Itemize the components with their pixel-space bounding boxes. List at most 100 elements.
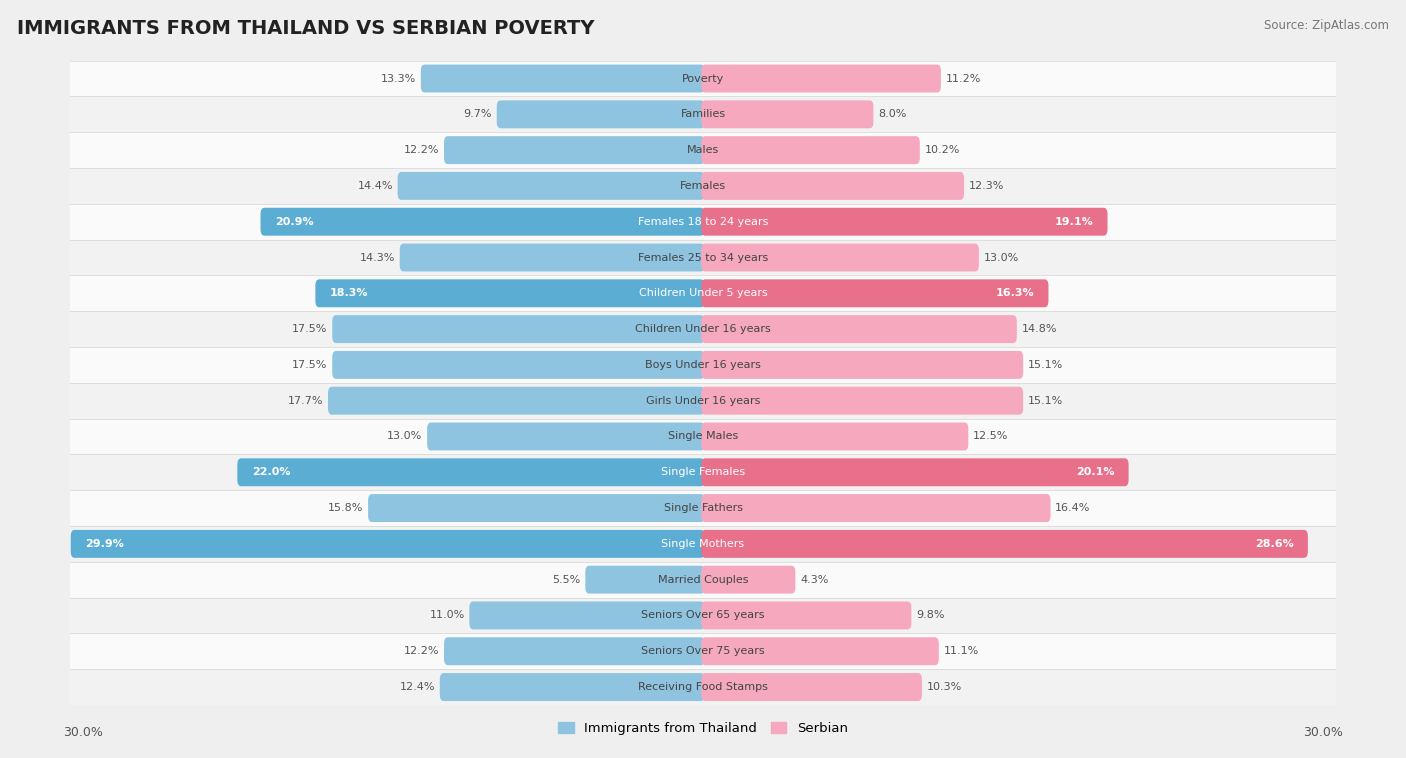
FancyBboxPatch shape bbox=[702, 459, 1129, 486]
Bar bbox=[59, 61, 1347, 96]
Text: 12.3%: 12.3% bbox=[969, 181, 1004, 191]
Bar bbox=[59, 597, 1347, 634]
Text: Single Fathers: Single Fathers bbox=[664, 503, 742, 513]
Text: 15.1%: 15.1% bbox=[1028, 360, 1063, 370]
FancyBboxPatch shape bbox=[702, 280, 1049, 307]
Text: 8.0%: 8.0% bbox=[877, 109, 907, 119]
Text: 9.8%: 9.8% bbox=[917, 610, 945, 621]
FancyBboxPatch shape bbox=[702, 315, 1017, 343]
Text: Children Under 5 years: Children Under 5 years bbox=[638, 288, 768, 299]
Text: Single Mothers: Single Mothers bbox=[661, 539, 745, 549]
Text: 17.5%: 17.5% bbox=[292, 360, 328, 370]
Bar bbox=[59, 454, 1347, 490]
Text: 12.2%: 12.2% bbox=[404, 145, 439, 155]
Bar bbox=[59, 669, 1347, 705]
Text: 12.5%: 12.5% bbox=[973, 431, 1008, 441]
Text: 13.0%: 13.0% bbox=[387, 431, 422, 441]
Text: 9.7%: 9.7% bbox=[464, 109, 492, 119]
Text: Families: Families bbox=[681, 109, 725, 119]
Text: 14.3%: 14.3% bbox=[360, 252, 395, 262]
Text: 10.3%: 10.3% bbox=[927, 682, 962, 692]
Text: Seniors Over 75 years: Seniors Over 75 years bbox=[641, 647, 765, 656]
FancyBboxPatch shape bbox=[702, 673, 922, 701]
Text: Girls Under 16 years: Girls Under 16 years bbox=[645, 396, 761, 406]
Text: 17.5%: 17.5% bbox=[292, 324, 328, 334]
Bar bbox=[59, 240, 1347, 275]
Bar bbox=[59, 204, 1347, 240]
Text: 11.0%: 11.0% bbox=[429, 610, 464, 621]
Text: 16.3%: 16.3% bbox=[995, 288, 1035, 299]
Text: Males: Males bbox=[688, 145, 718, 155]
Bar bbox=[59, 490, 1347, 526]
Text: IMMIGRANTS FROM THAILAND VS SERBIAN POVERTY: IMMIGRANTS FROM THAILAND VS SERBIAN POVE… bbox=[17, 19, 595, 38]
FancyBboxPatch shape bbox=[702, 351, 1024, 379]
Text: Females 25 to 34 years: Females 25 to 34 years bbox=[638, 252, 768, 262]
Text: Single Males: Single Males bbox=[668, 431, 738, 441]
FancyBboxPatch shape bbox=[702, 565, 796, 594]
Text: 12.2%: 12.2% bbox=[404, 647, 439, 656]
FancyBboxPatch shape bbox=[702, 637, 939, 666]
Text: 20.1%: 20.1% bbox=[1076, 467, 1115, 478]
Text: 11.2%: 11.2% bbox=[945, 74, 981, 83]
FancyBboxPatch shape bbox=[702, 64, 941, 92]
FancyBboxPatch shape bbox=[470, 602, 704, 629]
Text: 14.4%: 14.4% bbox=[357, 181, 392, 191]
Text: 11.1%: 11.1% bbox=[943, 647, 979, 656]
Bar bbox=[59, 383, 1347, 418]
Text: 13.3%: 13.3% bbox=[381, 74, 416, 83]
Text: 30.0%: 30.0% bbox=[63, 726, 103, 739]
FancyBboxPatch shape bbox=[702, 136, 920, 164]
FancyBboxPatch shape bbox=[702, 422, 969, 450]
FancyBboxPatch shape bbox=[427, 422, 704, 450]
Text: 18.3%: 18.3% bbox=[329, 288, 368, 299]
Text: Boys Under 16 years: Boys Under 16 years bbox=[645, 360, 761, 370]
FancyBboxPatch shape bbox=[420, 64, 704, 92]
Text: 12.4%: 12.4% bbox=[399, 682, 436, 692]
Text: Seniors Over 65 years: Seniors Over 65 years bbox=[641, 610, 765, 621]
Text: 30.0%: 30.0% bbox=[1303, 726, 1343, 739]
Bar bbox=[59, 347, 1347, 383]
FancyBboxPatch shape bbox=[444, 637, 704, 666]
Text: 20.9%: 20.9% bbox=[276, 217, 314, 227]
Bar bbox=[59, 312, 1347, 347]
FancyBboxPatch shape bbox=[496, 100, 704, 128]
FancyBboxPatch shape bbox=[702, 602, 911, 629]
Text: Source: ZipAtlas.com: Source: ZipAtlas.com bbox=[1264, 19, 1389, 32]
Bar bbox=[59, 562, 1347, 597]
FancyBboxPatch shape bbox=[328, 387, 704, 415]
FancyBboxPatch shape bbox=[399, 243, 704, 271]
Text: 5.5%: 5.5% bbox=[553, 575, 581, 584]
Bar bbox=[59, 168, 1347, 204]
Bar bbox=[59, 275, 1347, 312]
FancyBboxPatch shape bbox=[702, 494, 1050, 522]
FancyBboxPatch shape bbox=[585, 565, 704, 594]
Text: 15.1%: 15.1% bbox=[1028, 396, 1063, 406]
Bar bbox=[59, 634, 1347, 669]
FancyBboxPatch shape bbox=[702, 100, 873, 128]
FancyBboxPatch shape bbox=[332, 315, 704, 343]
Text: Children Under 16 years: Children Under 16 years bbox=[636, 324, 770, 334]
Text: 22.0%: 22.0% bbox=[252, 467, 290, 478]
Text: 4.3%: 4.3% bbox=[800, 575, 828, 584]
Text: Single Females: Single Females bbox=[661, 467, 745, 478]
FancyBboxPatch shape bbox=[238, 459, 704, 486]
FancyBboxPatch shape bbox=[702, 530, 1308, 558]
Bar bbox=[59, 418, 1347, 454]
Text: 15.8%: 15.8% bbox=[328, 503, 363, 513]
Text: 14.8%: 14.8% bbox=[1021, 324, 1057, 334]
FancyBboxPatch shape bbox=[398, 172, 704, 200]
Bar bbox=[59, 132, 1347, 168]
FancyBboxPatch shape bbox=[444, 136, 704, 164]
FancyBboxPatch shape bbox=[260, 208, 704, 236]
FancyBboxPatch shape bbox=[315, 280, 704, 307]
Text: Married Couples: Married Couples bbox=[658, 575, 748, 584]
FancyBboxPatch shape bbox=[368, 494, 704, 522]
Text: Females: Females bbox=[681, 181, 725, 191]
Text: 19.1%: 19.1% bbox=[1054, 217, 1094, 227]
Text: 13.0%: 13.0% bbox=[984, 252, 1019, 262]
Bar bbox=[59, 526, 1347, 562]
Bar bbox=[59, 96, 1347, 132]
Text: Females 18 to 24 years: Females 18 to 24 years bbox=[638, 217, 768, 227]
Text: 17.7%: 17.7% bbox=[288, 396, 323, 406]
FancyBboxPatch shape bbox=[702, 208, 1108, 236]
